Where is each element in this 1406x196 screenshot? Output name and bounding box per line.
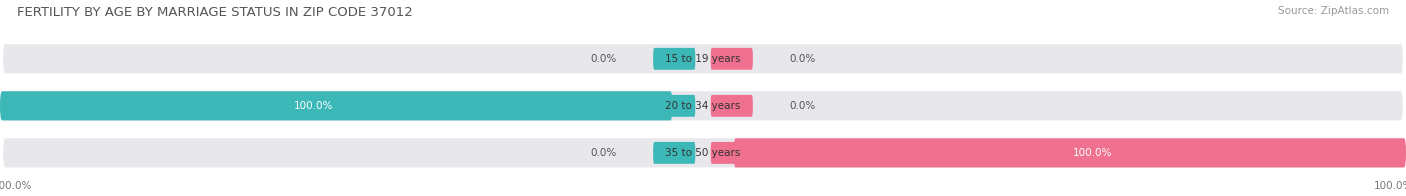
- Text: 100.0%: 100.0%: [294, 101, 333, 111]
- Text: 0.0%: 0.0%: [591, 54, 617, 64]
- FancyBboxPatch shape: [654, 142, 696, 164]
- Text: Source: ZipAtlas.com: Source: ZipAtlas.com: [1278, 6, 1389, 16]
- FancyBboxPatch shape: [3, 91, 1403, 120]
- FancyBboxPatch shape: [710, 48, 752, 70]
- FancyBboxPatch shape: [710, 142, 752, 164]
- FancyBboxPatch shape: [654, 95, 696, 117]
- Text: 15 to 19 years: 15 to 19 years: [665, 54, 741, 64]
- Text: 20 to 34 years: 20 to 34 years: [665, 101, 741, 111]
- Text: 0.0%: 0.0%: [591, 148, 617, 158]
- Text: 35 to 50 years: 35 to 50 years: [665, 148, 741, 158]
- FancyBboxPatch shape: [734, 138, 1406, 167]
- FancyBboxPatch shape: [654, 48, 696, 70]
- Text: 0.0%: 0.0%: [789, 101, 815, 111]
- Text: 0.0%: 0.0%: [789, 54, 815, 64]
- Text: FERTILITY BY AGE BY MARRIAGE STATUS IN ZIP CODE 37012: FERTILITY BY AGE BY MARRIAGE STATUS IN Z…: [17, 6, 412, 19]
- FancyBboxPatch shape: [0, 91, 672, 120]
- FancyBboxPatch shape: [3, 44, 1403, 73]
- FancyBboxPatch shape: [710, 95, 752, 117]
- Text: 100.0%: 100.0%: [1073, 148, 1112, 158]
- FancyBboxPatch shape: [3, 138, 1403, 167]
